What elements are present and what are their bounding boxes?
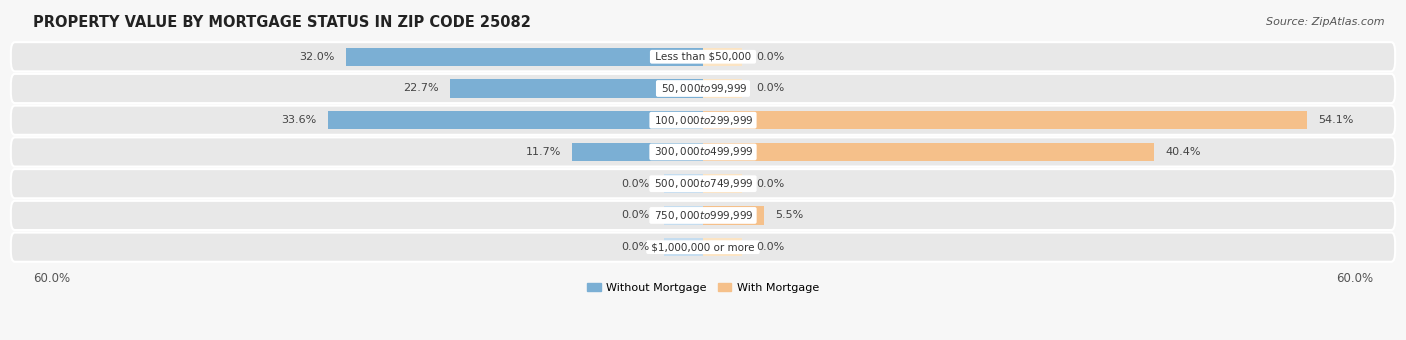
- FancyBboxPatch shape: [11, 106, 1395, 135]
- Text: 0.0%: 0.0%: [756, 179, 785, 189]
- Bar: [703, 111, 1308, 130]
- FancyBboxPatch shape: [11, 169, 1395, 198]
- Text: 0.0%: 0.0%: [621, 210, 650, 220]
- Text: 0.0%: 0.0%: [756, 84, 785, 94]
- Text: $50,000 to $99,999: $50,000 to $99,999: [658, 82, 748, 95]
- Text: $500,000 to $749,999: $500,000 to $749,999: [651, 177, 755, 190]
- Text: 0.0%: 0.0%: [756, 242, 785, 252]
- Bar: [703, 48, 742, 66]
- FancyBboxPatch shape: [11, 42, 1395, 71]
- Text: $750,000 to $999,999: $750,000 to $999,999: [651, 209, 755, 222]
- Bar: [572, 143, 703, 161]
- Text: 60.0%: 60.0%: [34, 272, 70, 285]
- Bar: [346, 48, 703, 66]
- Bar: [703, 143, 1154, 161]
- Text: Less than $50,000: Less than $50,000: [652, 52, 754, 62]
- Text: $100,000 to $299,999: $100,000 to $299,999: [651, 114, 755, 127]
- Text: $1,000,000 or more: $1,000,000 or more: [648, 242, 758, 252]
- FancyBboxPatch shape: [11, 201, 1395, 230]
- Text: 0.0%: 0.0%: [621, 242, 650, 252]
- Text: 5.5%: 5.5%: [776, 210, 804, 220]
- Bar: [664, 206, 703, 225]
- Text: 40.4%: 40.4%: [1166, 147, 1201, 157]
- FancyBboxPatch shape: [11, 233, 1395, 262]
- Bar: [664, 174, 703, 193]
- Bar: [703, 238, 742, 256]
- Bar: [703, 206, 765, 225]
- Text: 60.0%: 60.0%: [1336, 272, 1372, 285]
- Bar: [450, 79, 703, 98]
- Text: 33.6%: 33.6%: [281, 115, 316, 125]
- Legend: Without Mortgage, With Mortgage: Without Mortgage, With Mortgage: [582, 278, 824, 298]
- FancyBboxPatch shape: [11, 137, 1395, 167]
- Bar: [328, 111, 703, 130]
- Bar: [703, 79, 742, 98]
- Text: 22.7%: 22.7%: [402, 84, 439, 94]
- Text: Source: ZipAtlas.com: Source: ZipAtlas.com: [1267, 17, 1385, 27]
- Text: PROPERTY VALUE BY MORTGAGE STATUS IN ZIP CODE 25082: PROPERTY VALUE BY MORTGAGE STATUS IN ZIP…: [34, 15, 531, 30]
- Text: 32.0%: 32.0%: [299, 52, 335, 62]
- Text: 11.7%: 11.7%: [526, 147, 561, 157]
- Text: $300,000 to $499,999: $300,000 to $499,999: [651, 146, 755, 158]
- FancyBboxPatch shape: [11, 74, 1395, 103]
- Text: 0.0%: 0.0%: [621, 179, 650, 189]
- Text: 54.1%: 54.1%: [1319, 115, 1354, 125]
- Bar: [703, 174, 742, 193]
- Text: 0.0%: 0.0%: [756, 52, 785, 62]
- Bar: [664, 238, 703, 256]
